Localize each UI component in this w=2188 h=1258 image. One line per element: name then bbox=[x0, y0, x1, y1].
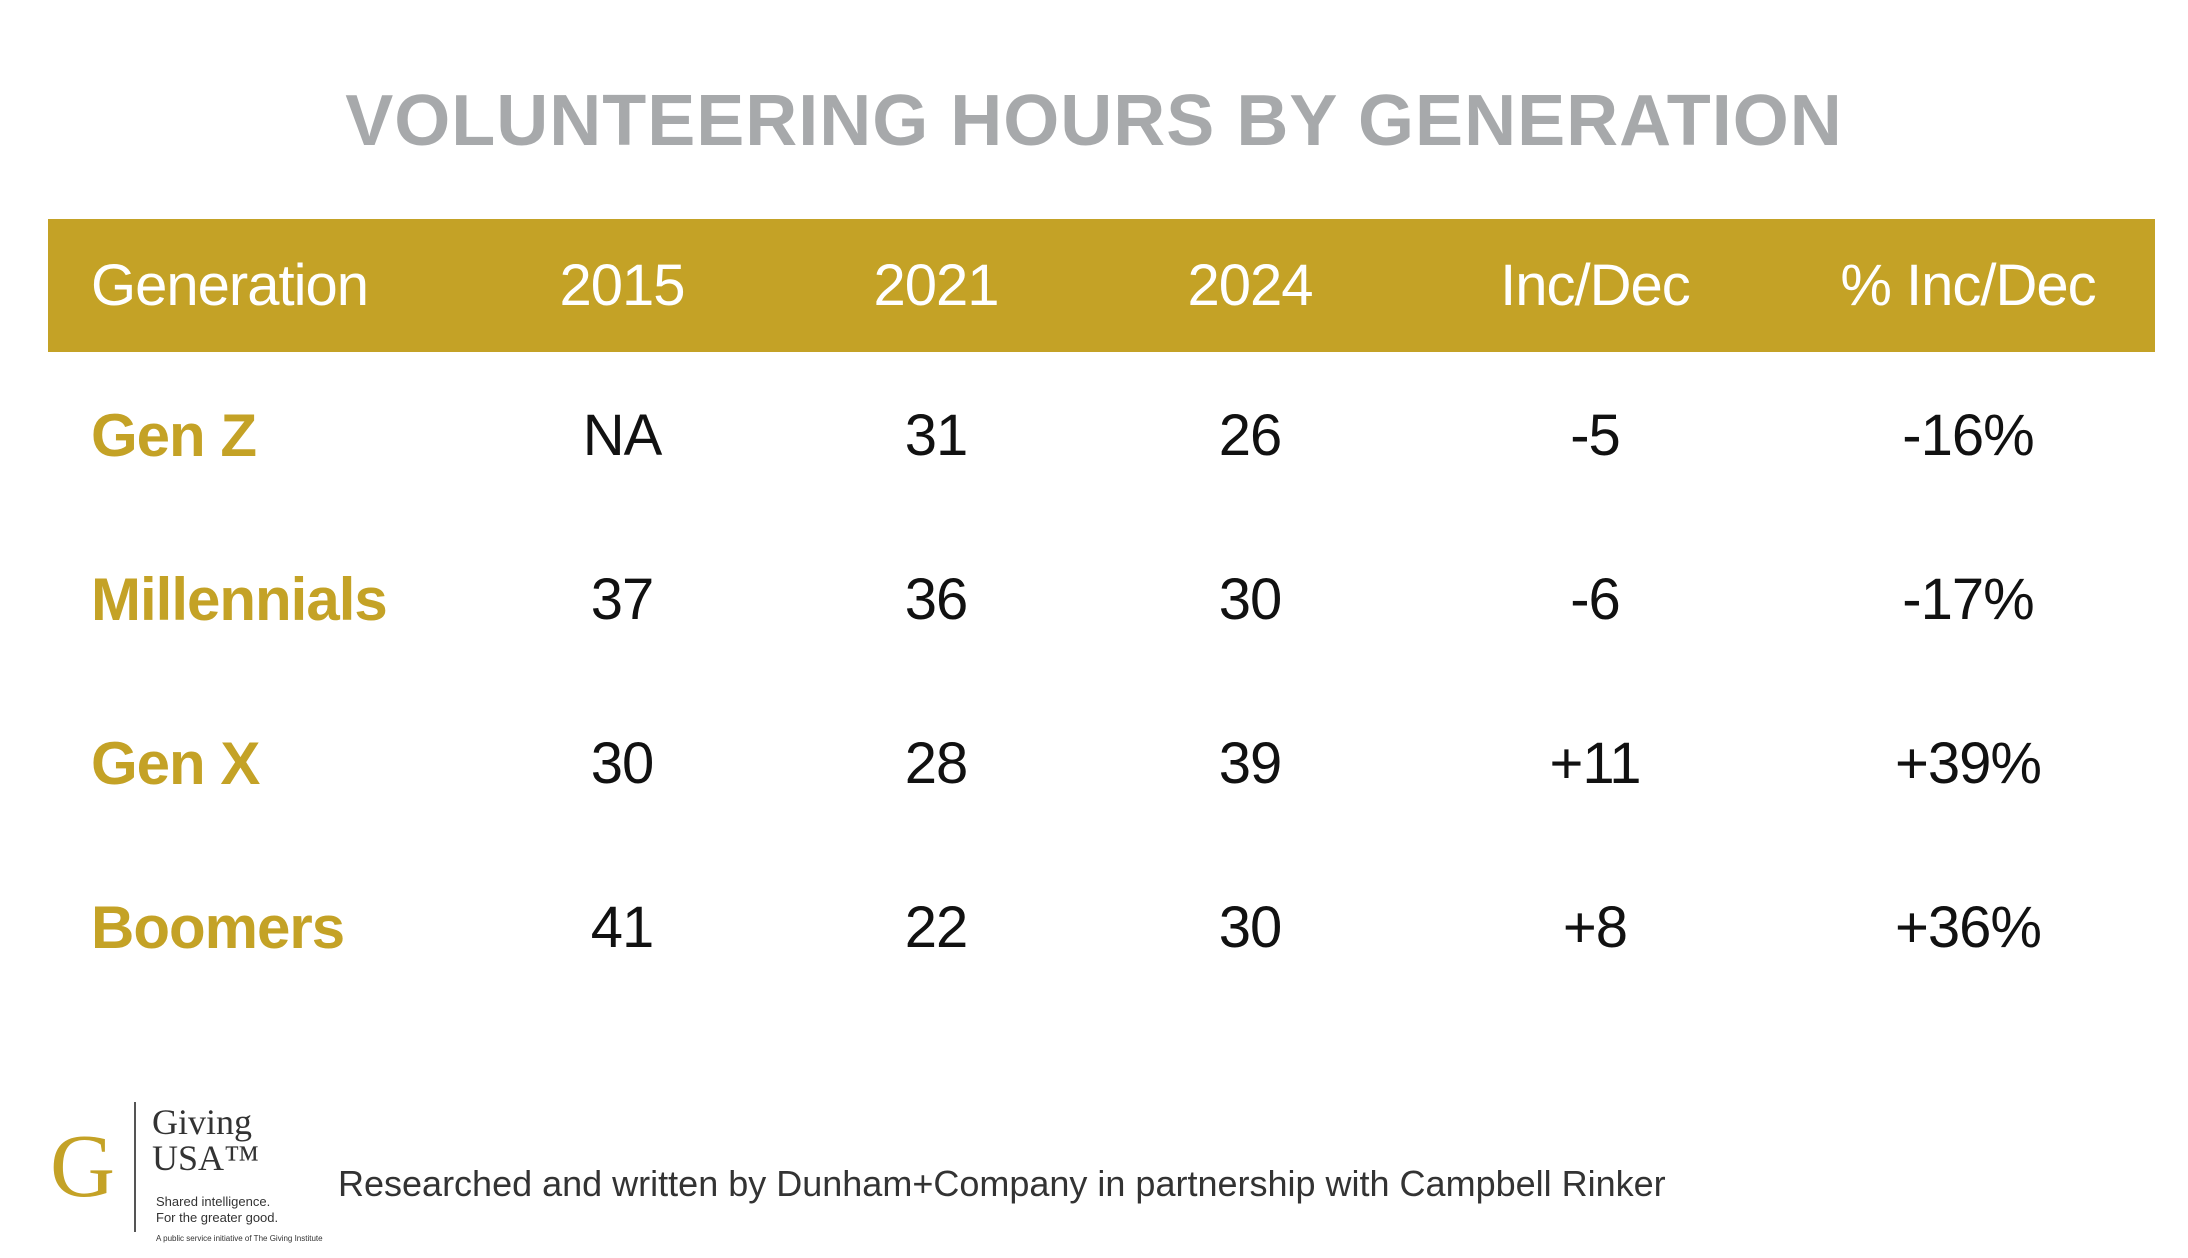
table-cell: -16% bbox=[1902, 402, 2034, 468]
table-cell: 26 bbox=[1218, 402, 1283, 468]
logo-tagline-line1: Shared intelligence. bbox=[156, 1194, 271, 1209]
table-row: Gen X 30 28 39 +11 +39% bbox=[48, 681, 2155, 845]
row-label-millennials: Millennials bbox=[91, 565, 388, 633]
table-cell: 30 bbox=[590, 730, 655, 796]
table-cell: +8 bbox=[1562, 894, 1628, 960]
table-cell: -17% bbox=[1902, 566, 2034, 632]
table-cell: 36 bbox=[904, 566, 969, 632]
table-cell: 30 bbox=[1218, 566, 1283, 632]
logo-small-print: A public service initiative of The Givin… bbox=[156, 1234, 323, 1243]
table-cell: NA bbox=[582, 402, 663, 468]
row-label-gen-x: Gen X bbox=[91, 729, 260, 797]
header-pct-inc-dec: % Inc/Dec bbox=[1840, 253, 2096, 318]
table-cell: 28 bbox=[904, 730, 969, 796]
table-cell: 22 bbox=[904, 894, 969, 960]
table-cell: 37 bbox=[590, 566, 655, 632]
logo-mark: G bbox=[50, 1117, 115, 1216]
logo-tagline-line2: For the greater good. bbox=[156, 1210, 279, 1225]
table-cell: +36% bbox=[1895, 894, 2042, 960]
header-2024: 2024 bbox=[1187, 253, 1313, 318]
table-cell: +39% bbox=[1895, 730, 2042, 796]
table-cell: 31 bbox=[904, 402, 969, 468]
row-label-gen-z: Gen Z bbox=[91, 401, 257, 469]
chart-title: VOLUNTEERING HOURS BY GENERATION bbox=[345, 81, 1843, 161]
logo-name: Giving USA™ bbox=[152, 1104, 259, 1176]
table-cell: 39 bbox=[1218, 730, 1283, 796]
table-cell: +11 bbox=[1549, 730, 1641, 796]
table-row: Gen Z NA 31 26 -5 -16% bbox=[48, 353, 2155, 517]
table-cell: 41 bbox=[590, 894, 655, 960]
credit-text: Researched and written by Dunham+Company… bbox=[338, 1163, 1666, 1204]
logo-name-line2: USA™ bbox=[152, 1138, 260, 1178]
table-cell: -6 bbox=[1570, 566, 1621, 632]
data-table: Generation 2015 2021 2024 Inc/Dec % Inc/… bbox=[48, 219, 2155, 1009]
header-2021: 2021 bbox=[873, 253, 999, 318]
header-inc-dec: Inc/Dec bbox=[1500, 253, 1691, 318]
header-2015: 2015 bbox=[559, 253, 685, 318]
table-row: Millennials 37 36 30 -6 -17% bbox=[48, 517, 2155, 681]
table-cell: 30 bbox=[1218, 894, 1283, 960]
logo-tagline: Shared intelligence. For the greater goo… bbox=[156, 1194, 278, 1226]
header-generation: Generation bbox=[91, 253, 369, 318]
row-label-boomers: Boomers bbox=[91, 893, 345, 961]
table-header-row: Generation 2015 2021 2024 Inc/Dec % Inc/… bbox=[48, 219, 2155, 352]
table-row: Boomers 41 22 30 +8 +36% bbox=[48, 845, 2155, 1009]
logo-name-line1: Giving bbox=[152, 1102, 253, 1142]
giving-usa-logo: G Giving USA™ Shared intelligence. For t… bbox=[50, 1102, 340, 1243]
logo-divider bbox=[134, 1102, 136, 1232]
table-cell: -5 bbox=[1570, 402, 1621, 468]
